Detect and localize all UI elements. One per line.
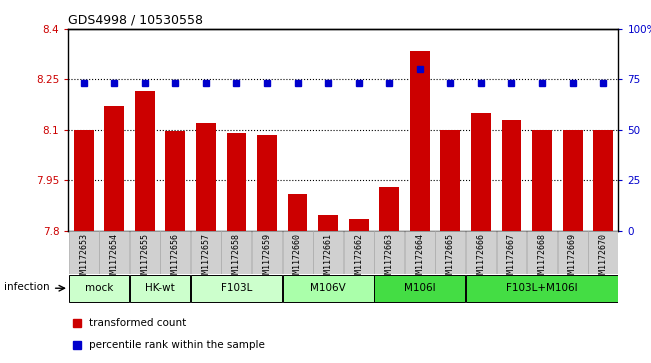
Text: GDS4998 / 10530558: GDS4998 / 10530558 (68, 13, 203, 26)
Text: HK-wt: HK-wt (145, 283, 175, 293)
Text: GSM1172666: GSM1172666 (477, 233, 486, 283)
Text: infection: infection (3, 282, 49, 292)
Bar (527, 231, 557, 274)
Bar (191, 275, 282, 302)
Text: GSM1172657: GSM1172657 (201, 233, 210, 283)
Text: GSM1172655: GSM1172655 (140, 233, 149, 283)
Bar (196, 123, 216, 231)
Bar (344, 231, 374, 274)
Bar (99, 231, 129, 274)
Text: GSM1172656: GSM1172656 (171, 233, 180, 283)
Bar (135, 91, 155, 231)
Bar (466, 231, 496, 274)
Bar (405, 231, 435, 274)
Text: GSM1172668: GSM1172668 (538, 233, 547, 283)
Bar (589, 231, 618, 274)
Bar (558, 231, 588, 274)
Bar (191, 231, 221, 274)
Text: GSM1172660: GSM1172660 (293, 233, 302, 283)
Text: GSM1172658: GSM1172658 (232, 233, 241, 283)
Text: GSM1172670: GSM1172670 (599, 233, 607, 283)
Text: GSM1172665: GSM1172665 (446, 233, 455, 283)
Bar (160, 231, 190, 274)
Text: GSM1172654: GSM1172654 (110, 233, 118, 283)
Bar (374, 275, 465, 302)
Bar (466, 275, 618, 302)
Bar (68, 231, 98, 274)
Bar (532, 130, 552, 231)
Bar (221, 231, 251, 274)
Bar (562, 130, 583, 231)
Bar (165, 131, 186, 231)
Text: M106I: M106I (404, 283, 436, 293)
Bar (283, 275, 374, 302)
Text: GSM1172653: GSM1172653 (79, 233, 88, 283)
Bar (288, 193, 307, 231)
Bar (68, 275, 129, 302)
Text: F103L: F103L (221, 283, 252, 293)
Bar (313, 231, 343, 274)
Bar (130, 231, 159, 274)
Bar (374, 231, 404, 274)
Bar (497, 231, 527, 274)
Bar (441, 130, 460, 231)
Bar (227, 133, 246, 231)
Bar (410, 51, 430, 231)
Bar (257, 135, 277, 231)
Text: GSM1172664: GSM1172664 (415, 233, 424, 283)
Text: F103L+M106I: F103L+M106I (506, 283, 578, 293)
Bar (130, 275, 190, 302)
Bar (349, 219, 368, 231)
Bar (380, 187, 399, 231)
Text: GSM1172661: GSM1172661 (324, 233, 333, 283)
Text: transformed count: transformed count (89, 318, 186, 328)
Bar (74, 130, 94, 231)
Text: GSM1172663: GSM1172663 (385, 233, 394, 283)
Text: GSM1172662: GSM1172662 (354, 233, 363, 283)
Text: mock: mock (85, 283, 113, 293)
Text: GSM1172667: GSM1172667 (507, 233, 516, 283)
Text: GSM1172669: GSM1172669 (568, 233, 577, 283)
Bar (283, 231, 312, 274)
Bar (593, 130, 613, 231)
Bar (501, 120, 521, 231)
Bar (436, 231, 465, 274)
Text: M106V: M106V (311, 283, 346, 293)
Text: percentile rank within the sample: percentile rank within the sample (89, 340, 265, 350)
Text: GSM1172659: GSM1172659 (262, 233, 271, 283)
Bar (104, 106, 124, 231)
Bar (318, 215, 338, 231)
Bar (252, 231, 282, 274)
Bar (471, 113, 491, 231)
